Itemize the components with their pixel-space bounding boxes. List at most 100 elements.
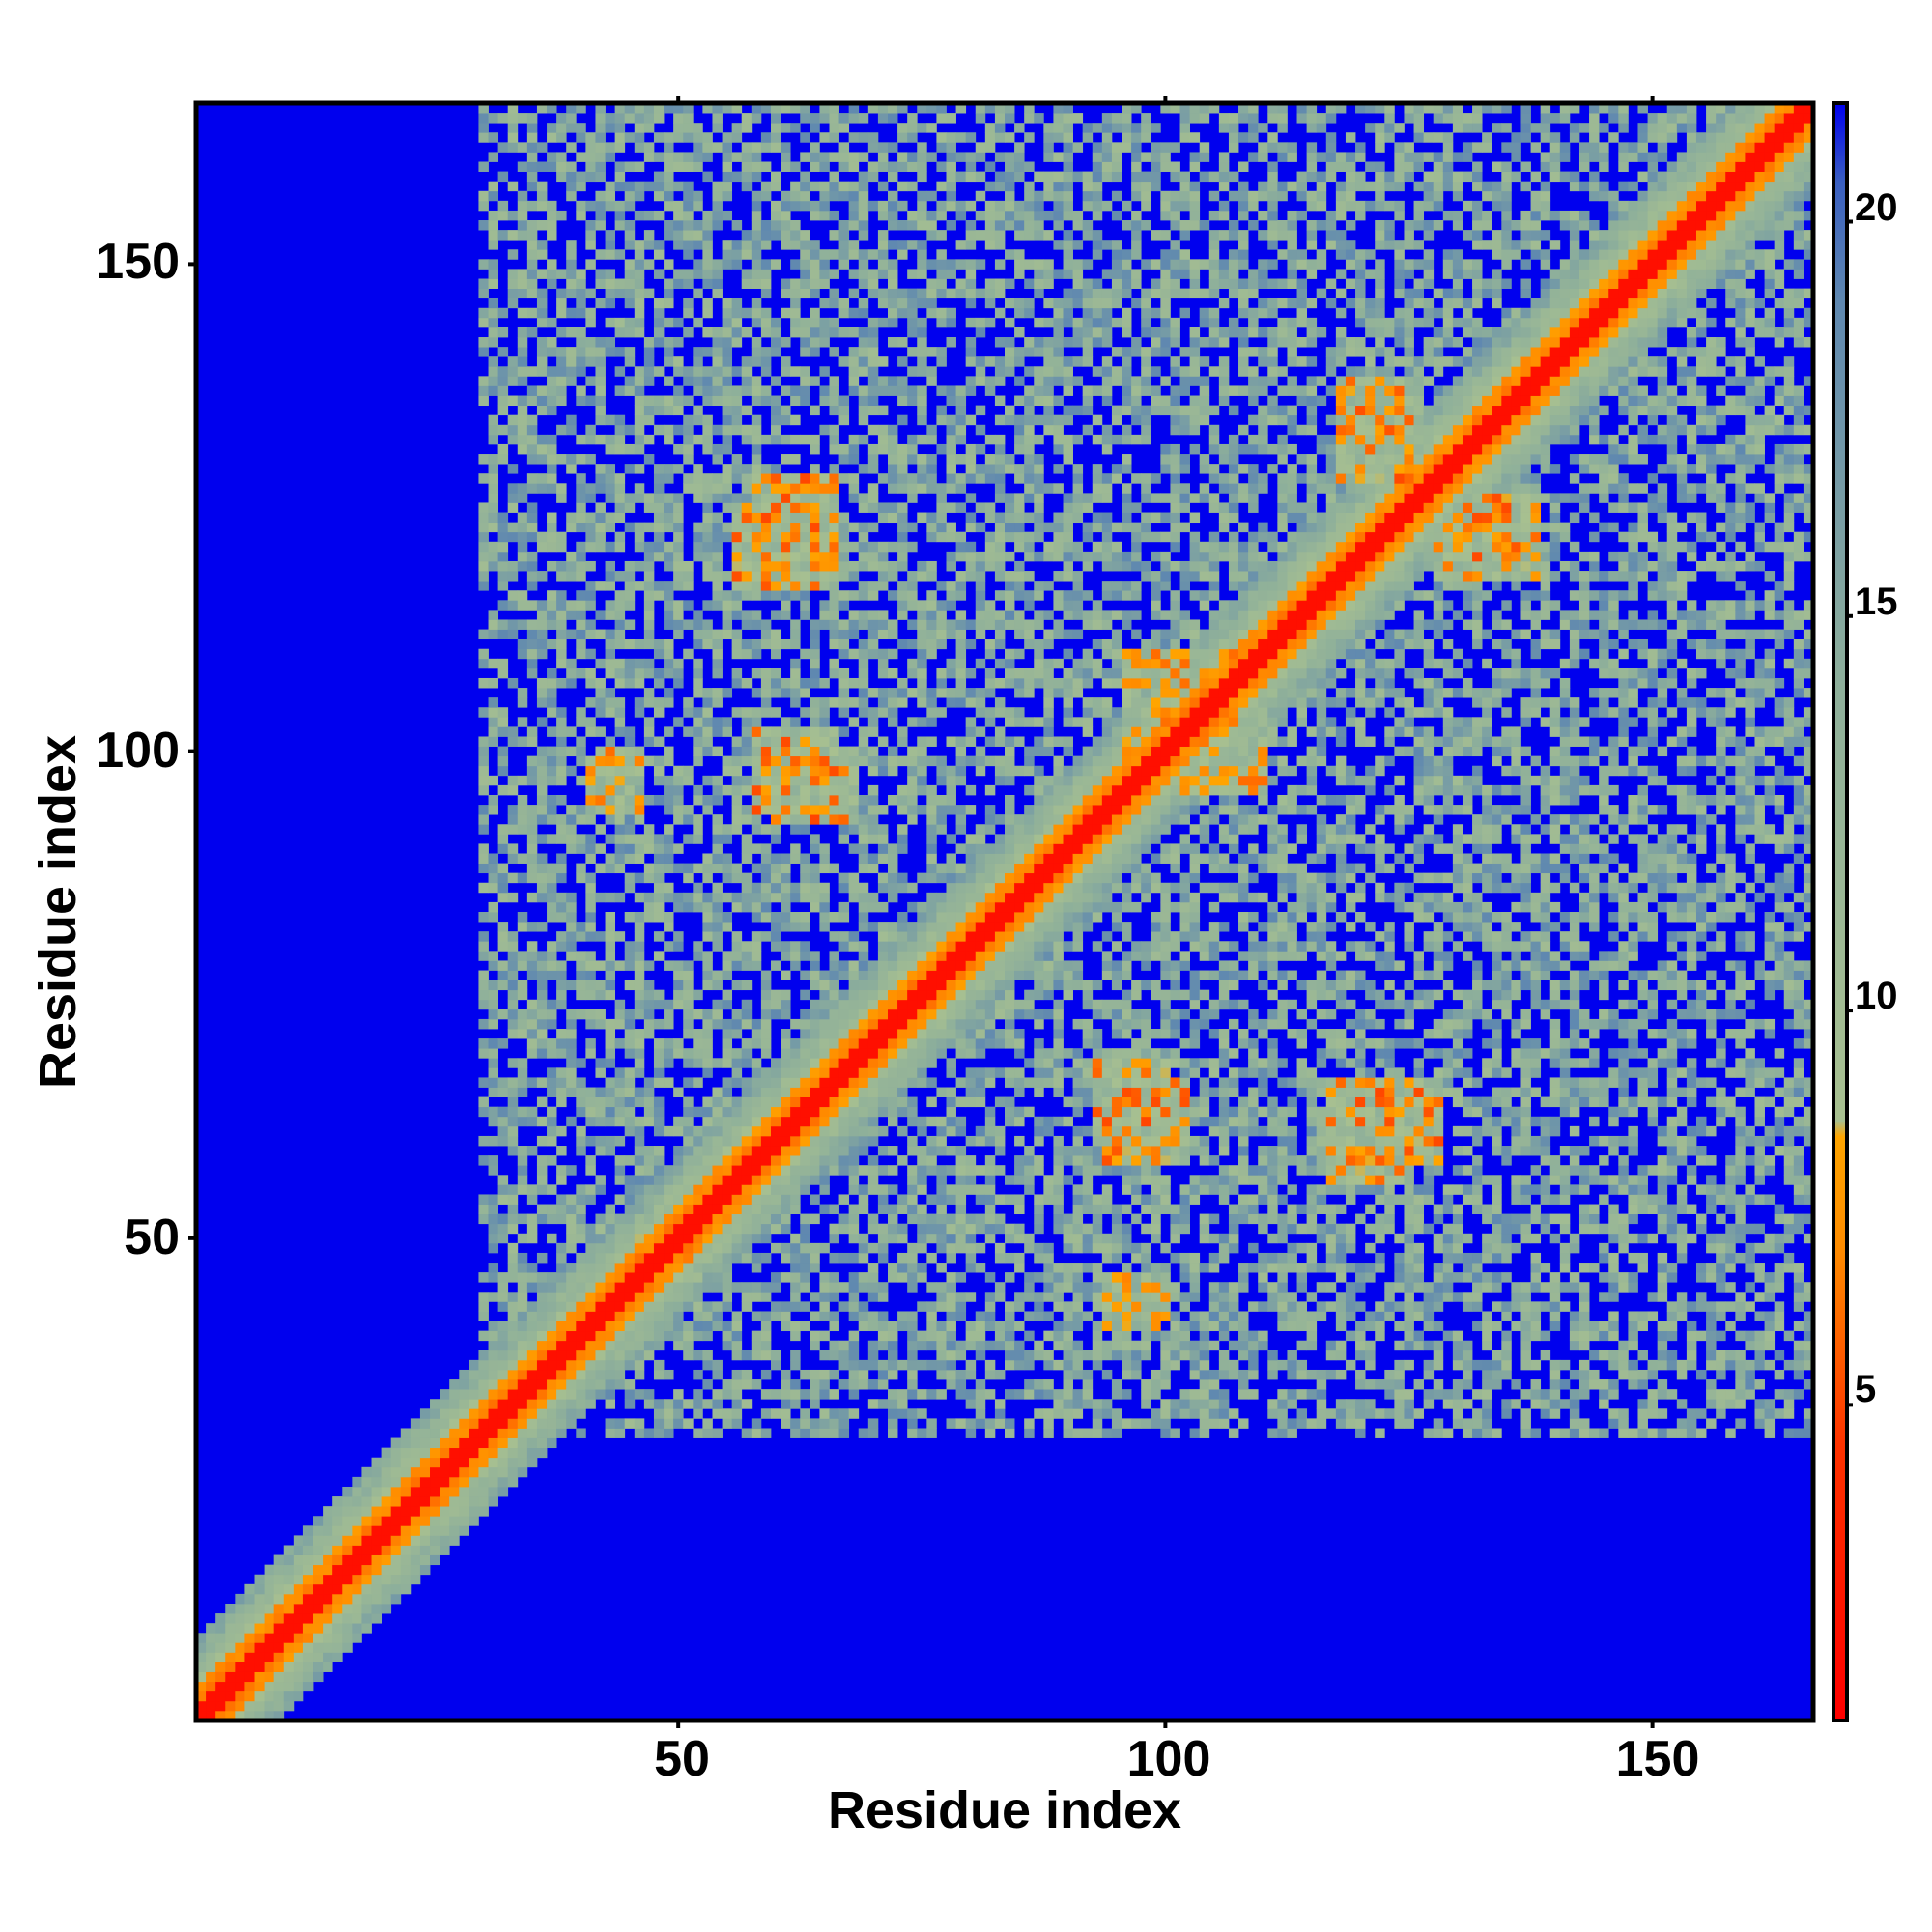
heatmap-cell <box>547 1408 557 1419</box>
heatmap-cell <box>624 1399 636 1409</box>
heatmap-cell <box>819 337 830 348</box>
heatmap-cell <box>361 1466 372 1478</box>
heatmap-cell <box>643 863 655 874</box>
heatmap-cell <box>488 1135 499 1147</box>
heatmap-cell <box>664 922 674 932</box>
heatmap-cell <box>838 931 850 942</box>
heatmap-cell <box>790 259 801 270</box>
heatmap-cell <box>829 951 839 961</box>
heatmap-cell <box>478 1048 489 1059</box>
heatmap-cell <box>760 1408 772 1419</box>
heatmap-cell <box>634 989 645 1001</box>
heatmap-cell <box>760 872 772 884</box>
heatmap-cell <box>673 502 684 513</box>
heatmap-cell <box>858 805 869 815</box>
heatmap-cell <box>781 123 791 133</box>
heatmap-cell <box>936 600 947 611</box>
heatmap-cell <box>829 1009 839 1020</box>
heatmap-cell <box>751 931 762 942</box>
heatmap-cell <box>867 639 879 650</box>
heatmap-cell <box>693 1399 703 1409</box>
heatmap-cell <box>595 123 606 133</box>
heatmap-cell <box>838 298 850 309</box>
heatmap-cell <box>877 1194 889 1205</box>
heatmap-cell <box>410 1447 421 1459</box>
heatmap-cell <box>643 1340 655 1351</box>
heatmap-cell <box>781 1155 791 1166</box>
heatmap-cell <box>917 1428 927 1438</box>
heatmap-cell <box>751 337 762 348</box>
heatmap-cell <box>693 1369 703 1380</box>
heatmap-cell <box>887 443 898 455</box>
heatmap-cell <box>576 327 586 338</box>
heatmap-cell <box>488 1018 499 1030</box>
heatmap-cell <box>722 327 733 338</box>
heatmap-cell <box>702 502 713 513</box>
heatmap-cell <box>605 697 616 708</box>
heatmap-cell <box>605 1233 616 1244</box>
heatmap-cell <box>547 464 557 474</box>
heatmap-cell <box>781 1135 791 1147</box>
heatmap-cell <box>722 1125 733 1137</box>
heatmap-cell <box>332 1613 343 1624</box>
heatmap-cell <box>897 794 908 806</box>
heatmap-cell <box>829 103 839 114</box>
heatmap-cell <box>664 746 674 757</box>
heatmap-cell <box>917 210 927 221</box>
heatmap-cell <box>526 736 538 747</box>
heatmap-cell <box>449 1457 460 1468</box>
heatmap-cell <box>634 443 645 455</box>
heatmap-cell <box>731 755 743 767</box>
heatmap-cell <box>585 454 596 465</box>
heatmap-cell <box>323 1516 333 1526</box>
heatmap-cell <box>858 230 869 241</box>
heatmap-cell <box>323 1506 333 1517</box>
heatmap-cell <box>917 288 927 299</box>
heatmap-cell <box>634 853 645 864</box>
heatmap-cell <box>887 697 898 708</box>
heatmap-cell <box>936 901 947 913</box>
heatmap-cell <box>302 1613 314 1624</box>
heatmap-cell <box>653 1252 665 1264</box>
heatmap-cell <box>722 171 733 183</box>
heatmap-cell <box>877 805 889 815</box>
heatmap-cell <box>926 1428 937 1438</box>
heatmap-cell <box>302 1525 314 1536</box>
heatmap-cell <box>614 755 626 767</box>
heatmap-cell <box>605 1359 616 1371</box>
heatmap-cell <box>741 1223 753 1235</box>
heatmap-cell <box>585 1155 596 1166</box>
heatmap-cell <box>526 1301 538 1312</box>
heatmap-cell <box>556 123 567 133</box>
heatmap-cell <box>547 1321 557 1332</box>
heatmap-cell <box>741 1096 753 1108</box>
heatmap-cell <box>751 707 762 718</box>
heatmap-cell <box>664 697 674 708</box>
heatmap-cell <box>936 912 947 923</box>
heatmap-cell <box>887 1233 898 1244</box>
heatmap-cell <box>731 1204 743 1215</box>
heatmap-cell <box>595 726 606 737</box>
heatmap-cell <box>917 1029 927 1039</box>
heatmap-cell <box>897 912 908 923</box>
heatmap-cell <box>770 989 781 1001</box>
heatmap-cell <box>702 307 713 319</box>
heatmap-cell <box>547 405 557 416</box>
heatmap-cell <box>536 142 548 153</box>
heatmap-cell <box>936 531 947 543</box>
heatmap-cell <box>556 736 567 747</box>
heatmap-cell <box>838 541 850 553</box>
heatmap-cell <box>664 775 674 786</box>
heatmap-cell <box>342 1633 353 1643</box>
heatmap-cell <box>576 1194 586 1205</box>
heatmap-cell <box>702 1184 713 1195</box>
heatmap-cell <box>566 142 577 153</box>
heatmap-cell <box>595 531 606 543</box>
heatmap-cell <box>800 600 810 611</box>
heatmap-cell <box>907 1067 918 1078</box>
heatmap-cell <box>887 103 898 114</box>
heatmap-cell <box>683 210 694 221</box>
heatmap-cell <box>576 181 586 192</box>
heatmap-cell <box>478 385 489 396</box>
heatmap-cell <box>517 619 528 630</box>
